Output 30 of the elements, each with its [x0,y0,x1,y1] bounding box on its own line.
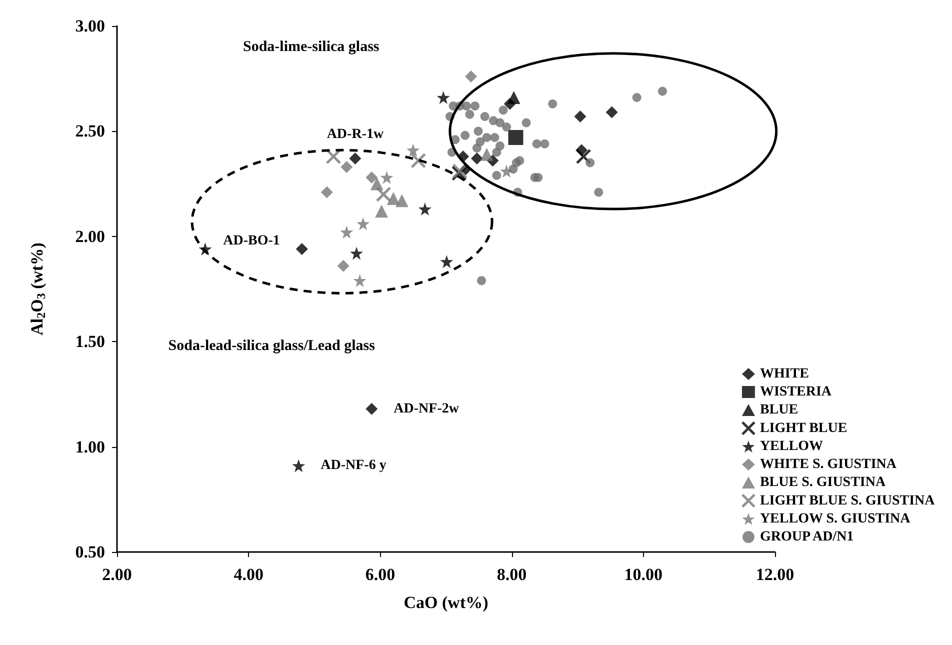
y-axis-title: Al2O3 (wt%) [28,242,48,336]
annotation: AD-R-1w [326,127,384,142]
x-tick-label: 8.00 [496,565,527,584]
legend-label: BLUE [760,402,798,418]
annotation: AD-BO-1 [223,234,280,249]
y-tick-label: 0.50 [75,542,105,562]
legend-label: WHITE [760,366,809,382]
annotation: Soda-lime-silica glass [242,39,380,56]
x-axis-title: CaO (wt%) [404,593,488,612]
legend-label: WHITE S. GIUSTINA [760,457,898,472]
annotation: Soda-lead-silica glass/Lead glass [168,338,376,354]
annotation: AD-NF-2w [394,401,460,416]
legend-label: LIGHT BLUE S. GIUSTINA [760,493,936,508]
x-tick-label: 6.00 [365,565,396,584]
legend-label: GROUP AD/N1 [760,530,854,544]
annotation: AD-NF-6 y [320,458,386,474]
y-tick-label: 1.00 [75,437,105,456]
y-tick-label: 2.50 [75,122,105,141]
y-tick-label: 1.50 [75,332,105,352]
x-tick-label: 4.00 [234,565,264,584]
legend-label: LIGHT BLUE [760,420,848,436]
legend-label: WISTERIA [760,384,832,400]
legend-label: BLUE S. GIUSTINA [760,475,886,490]
x-tick-label: 12.00 [756,565,794,584]
legend-label: YELLOW [760,439,823,454]
y-tick-label: 3.00 [75,16,105,36]
x-tick-label: 2.00 [102,565,132,584]
legend-label: YELLOW S. GIUSTINA [760,512,912,526]
x-tick-label: 10.00 [624,565,663,584]
y-tick-label: 2.00 [75,226,105,246]
